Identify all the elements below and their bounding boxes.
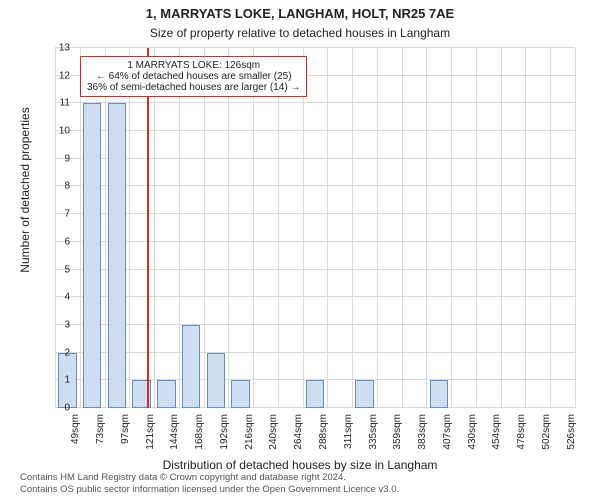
footer-line-1: Contains HM Land Registry data © Crown c… bbox=[20, 472, 580, 484]
gridline-h bbox=[55, 185, 575, 186]
y-tick-label: 3 bbox=[50, 319, 70, 330]
y-tick-label: 6 bbox=[50, 236, 70, 247]
bar bbox=[182, 325, 201, 408]
gridline-h bbox=[55, 213, 575, 214]
gridline-h bbox=[55, 47, 575, 48]
bar bbox=[306, 380, 325, 408]
info-line-1: 1 MARRYATS LOKE: 126sqm bbox=[87, 60, 300, 71]
gridline-v bbox=[352, 48, 353, 408]
marker-line bbox=[147, 48, 149, 408]
gridline-h bbox=[55, 130, 575, 131]
bar bbox=[430, 380, 449, 408]
chart-title: 1, MARRYATS LOKE, LANGHAM, HOLT, NR25 7A… bbox=[0, 6, 600, 21]
gridline-v bbox=[253, 48, 254, 408]
gridline-v bbox=[451, 48, 452, 408]
gridline-h bbox=[55, 241, 575, 242]
y-tick-label: 0 bbox=[50, 403, 70, 414]
x-axis-label: Distribution of detached houses by size … bbox=[0, 458, 600, 472]
gridline-v bbox=[278, 48, 279, 408]
gridline-v bbox=[377, 48, 378, 408]
gridline-v bbox=[105, 48, 106, 408]
gridline-h bbox=[55, 324, 575, 325]
gridline-h bbox=[55, 102, 575, 103]
bar bbox=[231, 380, 250, 408]
gridline-v bbox=[327, 48, 328, 408]
gridline-h bbox=[55, 158, 575, 159]
bar bbox=[108, 103, 127, 408]
chart-container: 1, MARRYATS LOKE, LANGHAM, HOLT, NR25 7A… bbox=[0, 0, 600, 500]
y-tick-label: 2 bbox=[50, 347, 70, 358]
gridline-v bbox=[129, 48, 130, 408]
y-tick-label: 13 bbox=[50, 43, 70, 54]
bar bbox=[355, 380, 374, 408]
y-tick-label: 10 bbox=[50, 126, 70, 137]
info-line-2: ← 64% of detached houses are smaller (25… bbox=[87, 71, 300, 82]
gridline-v bbox=[501, 48, 502, 408]
plot-area bbox=[55, 48, 575, 408]
gridline-h bbox=[55, 269, 575, 270]
gridline-v bbox=[204, 48, 205, 408]
gridline-v bbox=[228, 48, 229, 408]
footer: Contains HM Land Registry data © Crown c… bbox=[20, 472, 580, 496]
y-tick-label: 12 bbox=[50, 70, 70, 81]
gridline-v bbox=[550, 48, 551, 408]
y-axis-label: Number of detached properties bbox=[18, 50, 32, 330]
gridline-h bbox=[55, 352, 575, 353]
gridline-v bbox=[154, 48, 155, 408]
bar bbox=[207, 353, 226, 408]
footer-line-2: Contains OS public sector information li… bbox=[20, 484, 580, 496]
bar bbox=[157, 380, 176, 408]
gridline-v bbox=[402, 48, 403, 408]
y-tick-label: 5 bbox=[50, 264, 70, 275]
info-line-3: 36% of semi-detached houses are larger (… bbox=[87, 82, 300, 93]
y-tick-label: 1 bbox=[50, 375, 70, 386]
info-box: 1 MARRYATS LOKE: 126sqm ← 64% of detache… bbox=[80, 56, 307, 97]
y-tick-label: 9 bbox=[50, 153, 70, 164]
gridline-v bbox=[575, 48, 576, 408]
gridline-v bbox=[426, 48, 427, 408]
gridline-v bbox=[525, 48, 526, 408]
chart-subtitle: Size of property relative to detached ho… bbox=[0, 26, 600, 40]
y-tick-label: 7 bbox=[50, 209, 70, 220]
gridline-v bbox=[303, 48, 304, 408]
y-tick-label: 4 bbox=[50, 292, 70, 303]
gridline-v bbox=[80, 48, 81, 408]
y-tick-label: 11 bbox=[50, 98, 70, 109]
gridline-v bbox=[179, 48, 180, 408]
gridline-v bbox=[476, 48, 477, 408]
gridline-h bbox=[55, 296, 575, 297]
bar bbox=[83, 103, 102, 408]
y-tick-label: 8 bbox=[50, 181, 70, 192]
